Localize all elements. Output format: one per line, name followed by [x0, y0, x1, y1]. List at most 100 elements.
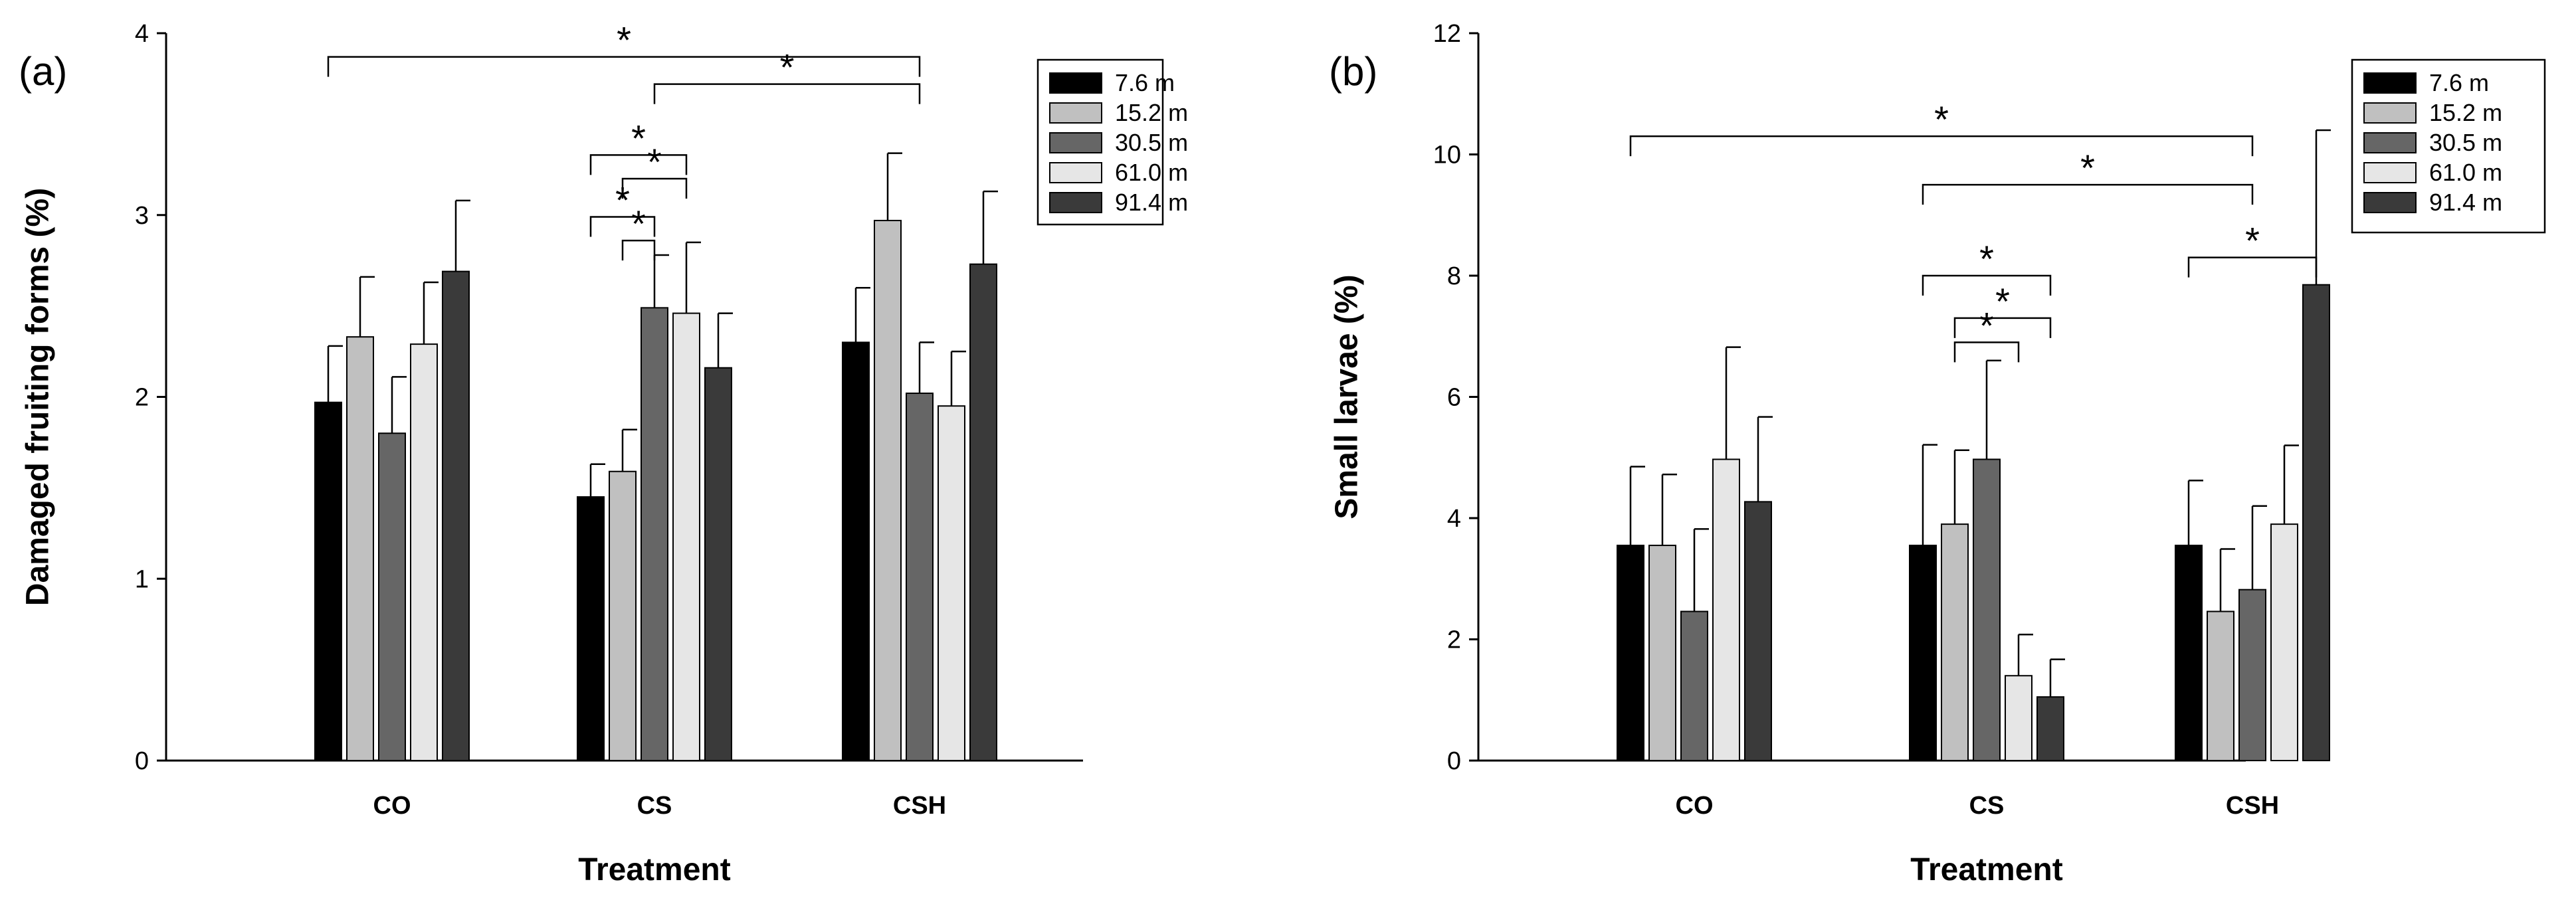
- bar: [906, 393, 934, 761]
- significance-star: *: [2080, 147, 2095, 189]
- y-tick-label: 10: [1433, 141, 1461, 169]
- x-tick-label: CO: [1676, 792, 1714, 820]
- bar: [2005, 675, 2032, 761]
- significance-bracket: [589, 154, 688, 175]
- bar: [346, 336, 374, 762]
- legend-swatch: [1049, 162, 1102, 183]
- significance-bracket: [1922, 274, 2052, 296]
- significance-bracket: [589, 216, 656, 237]
- bar: [842, 341, 870, 761]
- y-tick-label: 4: [1447, 505, 1461, 533]
- y-axis-title: Damaged fruiting forms (%): [21, 188, 56, 606]
- bar: [1617, 545, 1644, 761]
- legend-swatch: [2363, 192, 2417, 213]
- significance-star: *: [780, 46, 795, 88]
- x-tick-label: CSH: [2226, 792, 2279, 820]
- bar: [938, 405, 965, 761]
- significance-star: *: [647, 141, 662, 183]
- bar: [2207, 610, 2234, 762]
- significance-bracket: [621, 177, 688, 199]
- y-tick-label: 2: [135, 384, 149, 412]
- significance-bracket: [1629, 135, 2254, 157]
- x-tick-label: CS: [1969, 792, 2005, 820]
- legend-swatch: [1049, 102, 1102, 124]
- legend-label: 61.0 m: [1115, 159, 1188, 186]
- bar: [641, 307, 668, 761]
- significance-star: *: [1934, 98, 1949, 140]
- significance-bracket: [1922, 183, 2254, 205]
- panel-label: (a): [19, 49, 67, 94]
- x-axis-title: Treatment: [1910, 852, 2062, 887]
- bar: [410, 343, 438, 761]
- bar: [672, 312, 700, 761]
- legend-label: 61.0 m: [2429, 159, 2502, 186]
- legend-label: 7.6 m: [2429, 69, 2489, 96]
- bar: [1712, 458, 1740, 761]
- legend-label: 15.2 m: [1115, 99, 1188, 126]
- y-tick-label: 0: [1447, 747, 1461, 775]
- x-tick-label: CS: [637, 792, 672, 820]
- bar: [2175, 545, 2203, 761]
- bar: [874, 219, 902, 761]
- bar: [2302, 284, 2330, 761]
- bar: [1680, 610, 1708, 762]
- y-tick-label: 6: [1447, 384, 1461, 412]
- significance-star: *: [617, 19, 631, 61]
- significance-bracket: [1953, 317, 2052, 338]
- legend-label: 30.5 m: [1115, 129, 1188, 156]
- legend: 7.6 m 15.2 m 30.5 m 61.0 m 91.4 m: [2351, 58, 2546, 234]
- x-tick-label: CO: [373, 792, 411, 820]
- significance-star: *: [615, 179, 630, 221]
- y-tick-label: 8: [1447, 262, 1461, 290]
- significance-bracket: [621, 239, 656, 261]
- bar: [442, 270, 470, 761]
- bar: [1941, 523, 1969, 761]
- y-tick-label: 0: [135, 747, 149, 775]
- significance-bracket: [1953, 341, 2020, 363]
- y-tick-label: 4: [135, 20, 149, 48]
- y-axis-title: Small larvae (%): [1330, 274, 1365, 519]
- bar: [314, 401, 342, 761]
- y-tick-label: 2: [1447, 626, 1461, 654]
- bar: [2036, 696, 2064, 761]
- chart-panel-b: (b) 0 2 4 6 8 10 12 Small larvae (%) CO CS CSH Treat…: [1329, 20, 2546, 887]
- bar: [1973, 458, 2001, 761]
- y-tick-label: 1: [135, 565, 149, 593]
- bar: [2270, 523, 2298, 761]
- significance-bracket: [2187, 256, 2318, 278]
- legend-label: 91.4 m: [2429, 189, 2502, 216]
- legend-swatch: [2363, 162, 2417, 183]
- panel-label: (b): [1329, 49, 1377, 94]
- legend: 7.6 m 15.2 m 30.5 m 61.0 m 91.4 m: [1037, 58, 1188, 226]
- legend-label: 15.2 m: [2429, 99, 2502, 126]
- legend-label: 7.6 m: [1115, 69, 1175, 96]
- significance-star: *: [2245, 220, 2260, 262]
- significance-bracket: [653, 83, 921, 104]
- legend-swatch: [2363, 72, 2417, 94]
- y-tick-label: 12: [1433, 20, 1461, 48]
- legend-swatch: [1049, 72, 1102, 94]
- bar: [1648, 545, 1676, 761]
- significance-star: *: [631, 203, 646, 244]
- bar: [1744, 501, 1772, 761]
- legend-swatch: [2363, 102, 2417, 124]
- bar: [2238, 589, 2266, 761]
- chart-panel-a: (a) 0 1 2 3 4 Damaged fruiting forms (%) CO CS CS…: [19, 19, 1188, 887]
- legend-label: 30.5 m: [2429, 129, 2502, 156]
- x-axis-title: Treatment: [578, 852, 730, 887]
- bar: [969, 263, 997, 762]
- legend-swatch: [1049, 132, 1102, 153]
- legend-swatch: [2363, 132, 2417, 153]
- bar: [378, 432, 406, 761]
- significance-star: *: [1979, 238, 1994, 280]
- legend-swatch: [1049, 192, 1102, 213]
- y-tick-label: 3: [135, 202, 149, 230]
- bar: [1909, 545, 1937, 761]
- bar: [609, 470, 637, 761]
- significance-star: *: [1995, 280, 2010, 322]
- legend-label: 91.4 m: [1115, 189, 1188, 216]
- bar: [704, 367, 732, 761]
- significance-star: *: [1979, 304, 1994, 346]
- significance-star: *: [631, 117, 646, 159]
